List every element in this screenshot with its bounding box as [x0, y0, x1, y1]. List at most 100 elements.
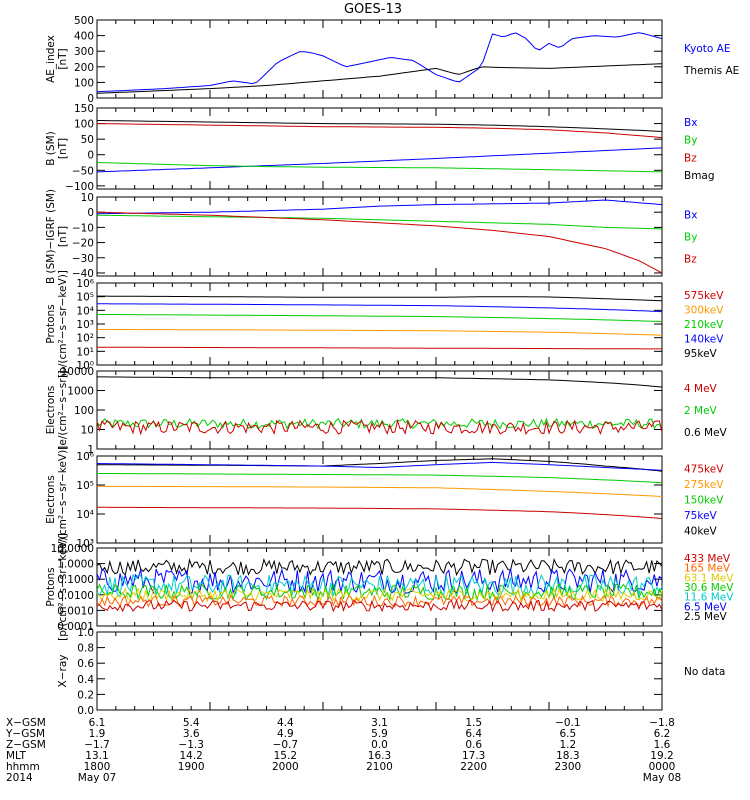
y-axis-label: [e/(cm²−s−sr)]: [57, 370, 69, 449]
y-tick-label: 0.0100: [57, 590, 94, 602]
y-tick-label: 10²: [76, 333, 94, 345]
x-row-value: 3.1: [371, 717, 388, 729]
x-row-value: 1.9: [89, 728, 106, 740]
x-row-value: 0.0: [371, 739, 388, 751]
panel-bsm: −100 −50 0 50 100 150 B (SM) [nT] Bx By Bz Bmag: [45, 103, 715, 193]
panel-frame: [96, 19, 663, 99]
legend-entry: Bx: [684, 117, 697, 129]
series-6.5-mev: [96, 567, 663, 595]
x-row-value: 2200: [460, 761, 487, 773]
series-575kev: [97, 346, 662, 350]
legend-entry: 140keV: [684, 333, 724, 345]
legend-entry: 63.1 MeV: [684, 572, 734, 584]
panel-frame: [96, 631, 663, 711]
x-row-label: X−GSM: [6, 717, 46, 729]
y-tick-label: 10: [81, 192, 94, 204]
y-tick-label: 1.0000: [57, 559, 94, 571]
x-row-value: −1.7: [84, 739, 110, 751]
series-140kev: [97, 303, 663, 313]
legend-entry: Bx: [684, 210, 697, 222]
panel-frame: [96, 282, 663, 366]
x-row-value: 1800: [84, 761, 111, 773]
panel-frame: [96, 196, 663, 277]
y-tick-label: 1.0: [77, 627, 94, 639]
legend-entry: 433 MeV: [684, 553, 731, 565]
chart-title: GOES-13: [344, 2, 402, 17]
x-row-value: May 07: [78, 772, 116, 784]
x-row-value: 3.6: [183, 728, 200, 740]
x-row-value: 6.1: [89, 717, 106, 729]
legend-entry: 210keV: [684, 319, 724, 331]
y-tick-label: 300: [74, 46, 94, 58]
y-axis-label: [nT]: [57, 226, 69, 247]
panel-electrons_mev: 1 10 100 1000 10000 Electrons [e/(cm²−s−sr)] 4 …: [45, 366, 728, 456]
y-tick-label: 50: [81, 134, 94, 146]
x-row-label: hhmm: [6, 761, 40, 773]
panel-xray: 0.0 0.2 0.4 0.6 0.8 1.0 X−ray No data: [57, 627, 725, 717]
series-kyoto-ae: [96, 32, 663, 93]
y-axis-label: X−ray: [57, 655, 69, 688]
y-tick-label: 0.1000: [57, 574, 94, 586]
y-axis-label: Protons: [45, 567, 57, 606]
legend-entry: Bz: [684, 152, 697, 164]
series-by: [96, 214, 663, 230]
y-tick-label: 100: [74, 405, 94, 417]
legend-entry: Themis AE: [683, 65, 739, 77]
legend-entry: 2 MeV: [684, 405, 718, 417]
series-bx: [96, 147, 663, 173]
y-axis-label: [p/(cm²−s−sr−keV)]: [57, 533, 69, 641]
x-row-value: 13.1: [85, 750, 108, 762]
series-210kev: [96, 313, 663, 323]
x-row-value: 17.3: [462, 750, 485, 762]
x-row-value: May 08: [643, 772, 681, 784]
y-axis-label: Electrons: [45, 386, 57, 435]
x-row-value: 6.5: [559, 728, 576, 740]
y-tick-label: 10³: [76, 319, 94, 331]
y-axis-label: B (SM): [45, 131, 57, 165]
x-row-value: 1.2: [559, 739, 576, 751]
series-2.5-mev: [96, 557, 663, 577]
x-row-value: 5.9: [371, 728, 388, 740]
x-row-value: 18.3: [556, 750, 579, 762]
x-row-value: 4.4: [277, 717, 294, 729]
y-tick-label: −40: [72, 268, 94, 280]
legend-entry: By: [684, 232, 697, 244]
legend-entry: 475keV: [684, 464, 724, 476]
x-row-value: 0.6: [465, 739, 482, 751]
x-row-value: 19.2: [650, 750, 673, 762]
series-bz: [97, 123, 663, 139]
legend-entry: Bmag: [684, 170, 715, 182]
y-tick-label: 10⁵: [76, 292, 94, 304]
y-tick-label: −20: [72, 238, 94, 250]
series-275kev: [97, 485, 663, 497]
legend-entry: No data: [684, 666, 725, 678]
x-row-value: 6.4: [465, 728, 482, 740]
y-tick-label: 10000: [61, 366, 94, 378]
legend-entry: 11.6 MeV: [684, 592, 734, 604]
panel-frame: [96, 455, 663, 544]
legend-entry: 40keV: [684, 525, 718, 537]
y-tick-label: 0.0001: [57, 621, 94, 633]
x-row-value: 16.3: [368, 750, 391, 762]
y-tick-label: 0.6: [77, 658, 94, 670]
x-row-label: Y−GSM: [5, 728, 45, 740]
x-row-value: −1.3: [178, 739, 204, 751]
series-bx: [96, 199, 663, 215]
y-tick-label: 10³: [76, 538, 94, 550]
y-axis-label: Protons: [45, 304, 57, 343]
y-tick-label: 500: [74, 15, 94, 27]
series-150kev: [97, 473, 663, 484]
x-row-value: 0000: [649, 761, 676, 773]
legend-entry: Bz: [684, 254, 697, 266]
y-tick-label: −10: [72, 222, 94, 234]
series-40kev: [96, 458, 663, 472]
legend-entry: 150keV: [684, 495, 724, 507]
x-row-label: 2014: [6, 772, 33, 784]
legend-entry: 30.6 MeV: [684, 582, 734, 594]
series-433-mev: [96, 598, 663, 613]
series-bmag: [97, 120, 663, 132]
x-row-value: 15.2: [274, 750, 297, 762]
y-tick-label: 10⁴: [76, 509, 94, 521]
y-axis-label: [nT]: [57, 48, 69, 69]
